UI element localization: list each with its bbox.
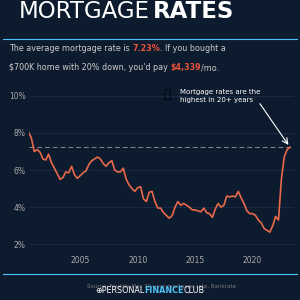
Text: CLUB: CLUB [184, 286, 205, 295]
Text: The average mortgage rate is: The average mortgage rate is [9, 44, 132, 52]
Text: $4,339: $4,339 [170, 63, 201, 72]
Text: 🏠: 🏠 [163, 88, 170, 101]
Text: $700K home with 20% down, you'd pay: $700K home with 20% down, you'd pay [9, 63, 170, 72]
Text: . If you bought a: . If you bought a [160, 44, 226, 52]
Text: Source: Freddie Mac 30-year mortgage rate, Bankrate: Source: Freddie Mac 30-year mortgage rat… [87, 284, 236, 289]
Text: FINANCE: FINANCE [144, 286, 184, 295]
Text: /mo.: /mo. [201, 63, 219, 72]
Text: 7.23%: 7.23% [132, 44, 160, 52]
Text: Mortgage rates are the
highest in 20+ years: Mortgage rates are the highest in 20+ ye… [180, 88, 261, 103]
Text: MORTGAGE: MORTGAGE [19, 0, 150, 23]
Text: RATES: RATES [153, 0, 234, 23]
Text: ⊕PERSONAL: ⊕PERSONAL [95, 286, 144, 295]
